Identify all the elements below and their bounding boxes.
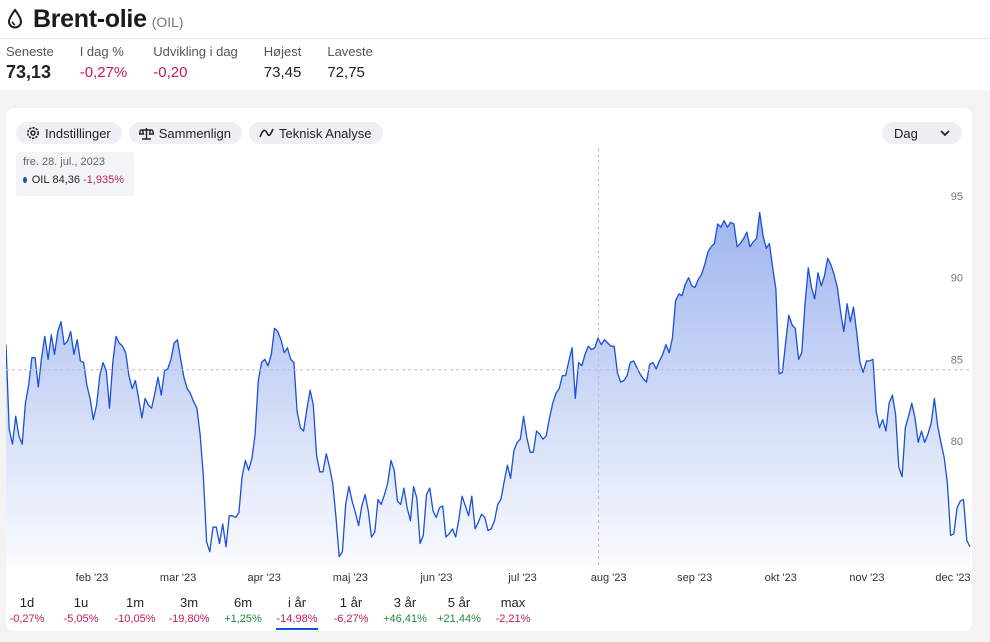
- range-change: -5,05%: [63, 613, 99, 625]
- tooltip-date: fre. 28. jul., 2023: [23, 156, 105, 168]
- y-tick-label: 95: [951, 191, 963, 203]
- tooltip-row: OIL 84,36 -1,935%: [23, 174, 127, 186]
- range-selector: 1d -0,27% 1u -5,05% 1m -10,05% 3m -19,80…: [0, 587, 540, 630]
- range-max[interactable]: max -2,21%: [486, 587, 540, 627]
- stat-label: I dag %: [79, 44, 124, 59]
- price-chart[interactable]: 80 85 90 95 feb '23 mar '23 apr '23 maj '23 jun…: [6, 108, 972, 587]
- stat-value: 72,75: [327, 64, 365, 81]
- range-label: 1 år: [339, 595, 363, 610]
- stat-value: 73,45: [263, 64, 302, 81]
- x-tick-label: apr '23: [248, 572, 281, 584]
- range-change: +46,41%: [383, 613, 427, 625]
- stats-row: Seneste 73,13 I dag % -0,27% Udvikling i…: [6, 44, 399, 83]
- x-tick-label: aug '23: [591, 572, 627, 584]
- stat-latest: Seneste 73,13: [6, 44, 54, 83]
- range-3m[interactable]: 3m -19,80%: [162, 587, 216, 627]
- x-tick-label: nov '23: [849, 572, 884, 584]
- active-range-indicator: [276, 628, 318, 630]
- trend-line-icon: [259, 128, 274, 138]
- range-5y[interactable]: 5 år +21,44%: [432, 587, 486, 627]
- stat-low: Laveste 72,75: [327, 44, 373, 83]
- chart-card: Indstillinger Sammenlign Teknisk Analyse…: [6, 108, 972, 631]
- range-label: 5 år: [447, 595, 471, 610]
- stat-label: Højest: [263, 44, 302, 59]
- technical-analysis-button[interactable]: Teknisk Analyse: [249, 122, 383, 144]
- crosshair-tooltip: fre. 28. jul., 2023 OIL 84,36 -1,935%: [16, 152, 134, 196]
- range-1u[interactable]: 1u -5,05%: [54, 587, 108, 627]
- range-1m[interactable]: 1m -10,05%: [108, 587, 162, 627]
- stat-today-percent: I dag % -0,27%: [80, 44, 128, 83]
- ticker-symbol: (OIL): [151, 14, 184, 30]
- stat-value: -0,27%: [79, 64, 128, 81]
- stat-high: Højest 73,45: [264, 44, 302, 83]
- x-tick-label: mar '23: [160, 572, 196, 584]
- y-axis: 80 85 90 95: [951, 191, 963, 448]
- compare-label: Sammenlign: [158, 125, 232, 141]
- y-tick-label: 80: [951, 436, 963, 448]
- range-label: max: [500, 595, 526, 610]
- tooltip-value: 84,36: [52, 174, 81, 186]
- x-tick-label: jul '23: [507, 572, 536, 584]
- stat-label: Udvikling i dag: [153, 44, 238, 59]
- chart-toolbar: Indstillinger Sammenlign Teknisk Analyse: [16, 122, 390, 144]
- range-change: -10,05%: [114, 613, 156, 625]
- stat-value: -0,20: [153, 64, 188, 81]
- stat-value: 73,13: [6, 62, 52, 82]
- range-change: -14,98%: [276, 613, 318, 625]
- compare-button[interactable]: Sammenlign: [128, 122, 243, 144]
- header-divider: [0, 38, 990, 39]
- y-tick-label: 85: [951, 354, 963, 366]
- title-row: Brent-olie (OIL): [6, 4, 184, 34]
- price-line: [6, 211, 971, 558]
- stat-today-change: Udvikling i dag -0,20: [153, 44, 238, 83]
- range-change: -0,27%: [9, 613, 45, 625]
- price-area: [6, 212, 970, 568]
- range-label: 1m: [125, 595, 145, 610]
- gear-icon: [27, 127, 39, 139]
- range-3y[interactable]: 3 år +46,41%: [378, 587, 432, 627]
- range-label: 1u: [73, 595, 89, 610]
- range-1d[interactable]: 1d -0,27%: [0, 587, 54, 627]
- range-label: i år: [287, 595, 307, 610]
- x-tick-label: maj '23: [333, 572, 368, 584]
- series-dot-icon: [23, 177, 27, 183]
- range-change: -6,27%: [333, 613, 369, 625]
- range-ytd[interactable]: i år -14,98%: [270, 587, 324, 630]
- range-change: +21,44%: [437, 613, 481, 625]
- stat-label: Laveste: [327, 44, 373, 59]
- range-label: 1d: [19, 595, 35, 610]
- page-title: Brent-olie: [33, 4, 147, 33]
- scale-icon: [138, 127, 154, 140]
- range-label: 3 år: [393, 595, 417, 610]
- x-tick-label: jun '23: [419, 572, 452, 584]
- chevron-down-icon: [940, 129, 950, 136]
- x-tick-label: feb '23: [76, 572, 109, 584]
- range-change: -2,21%: [495, 613, 531, 625]
- range-change: +1,25%: [224, 613, 262, 625]
- x-tick-label: okt '23: [765, 572, 797, 584]
- stat-label: Seneste: [6, 44, 54, 59]
- range-1y[interactable]: 1 år -6,27%: [324, 587, 378, 627]
- y-tick-label: 90: [951, 273, 963, 285]
- settings-button[interactable]: Indstillinger: [16, 122, 122, 144]
- range-label: 3m: [179, 595, 199, 610]
- interval-select[interactable]: Dag: [882, 122, 962, 144]
- technical-analysis-label: Teknisk Analyse: [279, 125, 372, 141]
- tooltip-series: OIL: [31, 174, 50, 186]
- range-6m[interactable]: 6m +1,25%: [216, 587, 270, 627]
- x-tick-label: dec '23: [935, 572, 970, 584]
- settings-label: Indstillinger: [45, 125, 111, 141]
- drop-icon: [7, 8, 23, 29]
- range-label: 6m: [233, 595, 253, 610]
- tooltip-change: -1,935%: [83, 174, 124, 186]
- quote-header: Brent-olie (OIL) Seneste 73,13 I dag % -…: [0, 0, 990, 90]
- x-axis: feb '23 mar '23 apr '23 maj '23 jun '23 jul '…: [76, 572, 971, 584]
- x-tick-label: sep '23: [677, 572, 712, 584]
- range-change: -19,80%: [168, 613, 210, 625]
- interval-label: Dag: [894, 125, 918, 141]
